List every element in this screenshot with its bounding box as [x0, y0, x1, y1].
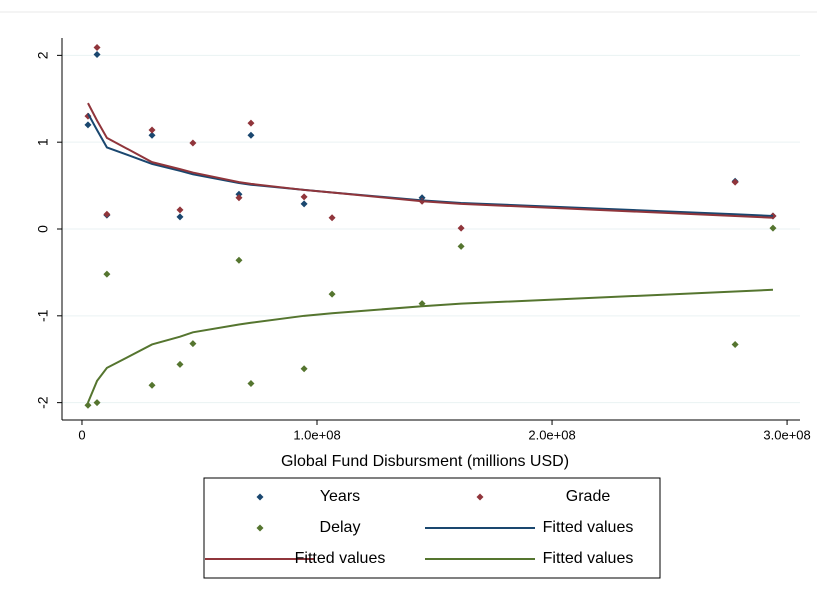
x-tick-label: 1.0e+08 — [293, 427, 340, 442]
marker — [148, 126, 156, 134]
legend-label: Fitted values — [543, 550, 634, 567]
legend-label: Fitted values — [543, 519, 634, 536]
marker — [176, 206, 184, 214]
marker — [731, 340, 739, 348]
legend-marker — [476, 493, 484, 501]
legend-marker — [256, 493, 264, 501]
legend-marker — [256, 524, 264, 532]
marker — [300, 193, 308, 201]
y-tick-label: 1 — [35, 138, 51, 146]
marker — [247, 131, 255, 139]
marker — [457, 224, 465, 232]
fitted-line — [87, 113, 774, 217]
marker — [148, 131, 156, 139]
marker — [731, 178, 739, 186]
legend-label: Fitted values — [295, 550, 386, 567]
marker — [328, 290, 336, 298]
marker — [769, 224, 777, 232]
legend-label: Years — [320, 488, 360, 505]
x-tick-label: 2.0e+08 — [528, 427, 575, 442]
marker — [84, 121, 92, 129]
y-tick-label: -1 — [35, 309, 51, 322]
marker — [103, 270, 111, 278]
y-tick-label: 0 — [35, 225, 51, 233]
y-tick-label: -2 — [35, 396, 51, 409]
marker — [457, 242, 465, 250]
marker — [93, 399, 101, 407]
x-tick-label: 0 — [78, 427, 85, 442]
fitted-line — [87, 288, 774, 404]
legend-label: Delay — [320, 519, 361, 536]
y-tick-label: 2 — [35, 51, 51, 59]
marker — [176, 213, 184, 221]
marker — [176, 360, 184, 368]
marker — [103, 210, 111, 218]
x-tick-label: 3.0e+08 — [763, 427, 810, 442]
marker — [247, 380, 255, 388]
marker — [328, 214, 336, 222]
marker — [189, 139, 197, 147]
x-axis-title: Global Fund Disbursment (millions USD) — [281, 453, 569, 470]
marker — [300, 200, 308, 208]
legend-label: Grade — [566, 488, 611, 505]
marker — [93, 50, 101, 58]
marker — [93, 44, 101, 52]
marker — [148, 381, 156, 389]
marker — [235, 194, 243, 202]
marker — [300, 365, 308, 373]
marker — [247, 119, 255, 127]
fitted-line — [87, 102, 774, 219]
marker — [235, 256, 243, 264]
marker — [189, 340, 197, 348]
marker — [84, 401, 92, 409]
